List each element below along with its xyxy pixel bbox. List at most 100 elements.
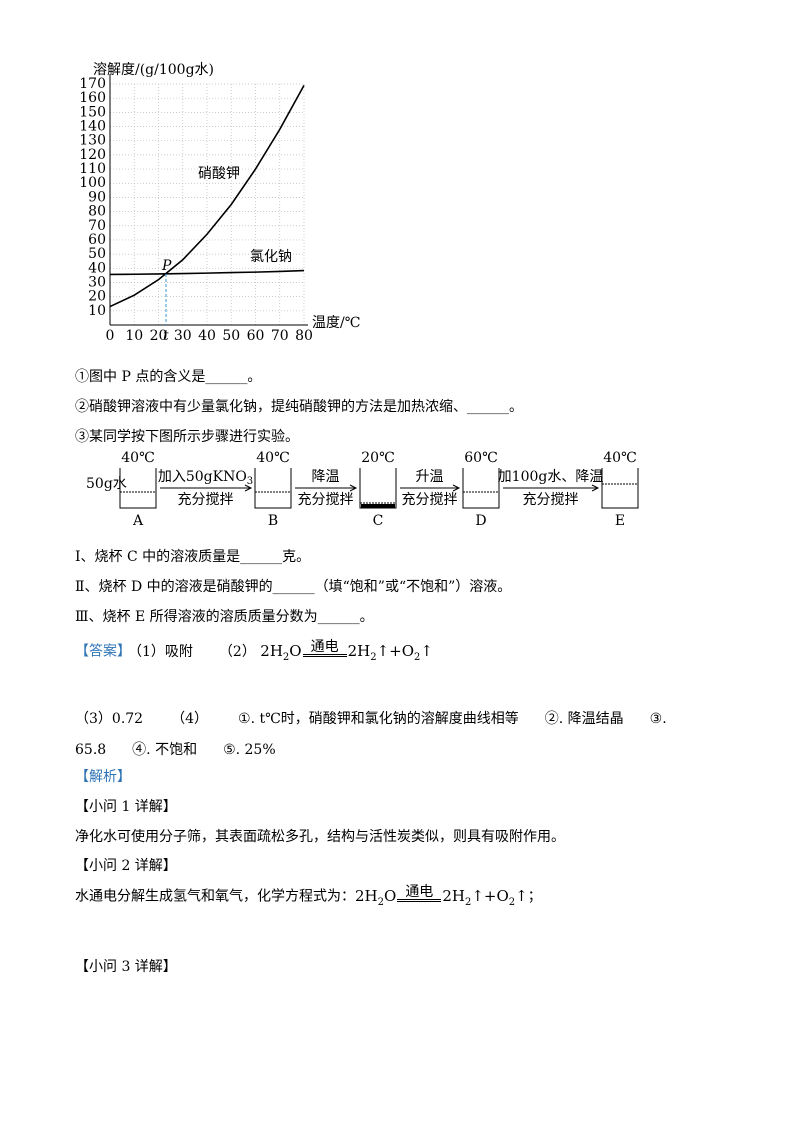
equation: 2H2O 通电 2H2↑+O2↑ bbox=[355, 885, 528, 908]
arrow-head bbox=[591, 484, 600, 492]
x-tick-label: 0 bbox=[106, 328, 115, 344]
equation-part: O bbox=[289, 642, 302, 660]
chart: 1020304050607080901001101201301401501601… bbox=[79, 62, 360, 344]
text: ； bbox=[527, 888, 542, 905]
y-tick-label: 70 bbox=[88, 218, 106, 234]
arrow-label: 升温 bbox=[416, 469, 444, 485]
beaker-label: B bbox=[268, 513, 278, 529]
water-label: 50g水 bbox=[86, 476, 127, 492]
beaker-label: A bbox=[132, 513, 144, 529]
question: ②硝酸钾溶液中有少量氯化钠，提纯硝酸钾的方法是加热浓缩、______。 bbox=[75, 399, 523, 415]
equals-sign bbox=[302, 654, 347, 657]
heading: 【小问 1 详解】 bbox=[75, 799, 177, 815]
arrow-head bbox=[452, 484, 461, 492]
y-tick-label: 30 bbox=[88, 274, 106, 290]
line-series bbox=[109, 85, 305, 308]
equation-part: 2 bbox=[414, 652, 421, 663]
equation-part: O bbox=[384, 887, 397, 905]
y-tick-label: 120 bbox=[79, 147, 106, 163]
y-tick-label: 100 bbox=[79, 175, 106, 191]
sub-question: Ⅲ、烧杯 E 所得溶液的溶质质量分数为______。 bbox=[75, 609, 374, 625]
arrow-label-part: 3 bbox=[247, 476, 253, 487]
answer: （2） bbox=[218, 643, 256, 660]
arrow-label: 降温 bbox=[312, 469, 340, 485]
equation-part: ↑ bbox=[515, 887, 528, 905]
arrow-head bbox=[349, 484, 358, 492]
beaker bbox=[359, 468, 397, 509]
equation-part: ↑+O bbox=[376, 642, 415, 660]
experiment-diagram: 50g水 40℃ A 40℃ B 20℃ C 60℃ D 40℃ E 加入50gKNO3 充分搅拌 降温充… bbox=[86, 450, 639, 529]
arrow-label: 充分搅拌 bbox=[402, 492, 458, 508]
beaker-temp: 20℃ bbox=[361, 450, 394, 466]
answer: （4） bbox=[171, 711, 209, 727]
x-tick-label: 70 bbox=[271, 328, 289, 344]
arrow-label-part: 升温 bbox=[416, 469, 444, 485]
heading: 【小问 3 详解】 bbox=[75, 959, 177, 975]
y-tick-label: 20 bbox=[88, 289, 106, 305]
axis-annotation: t bbox=[163, 328, 169, 344]
beaker-temp: 40℃ bbox=[256, 450, 289, 466]
equation-part: 2 bbox=[464, 897, 472, 908]
answer-item: ②. 降温结晶 bbox=[544, 711, 624, 727]
y-tick-label: 80 bbox=[88, 204, 106, 220]
x-tick-label: 30 bbox=[174, 328, 192, 344]
arrow-label-part: 加入50gKNO bbox=[158, 469, 247, 485]
y-tick-label: 40 bbox=[88, 260, 106, 276]
answer-tag: 【答案】 bbox=[75, 643, 131, 660]
beaker bbox=[119, 468, 157, 509]
equation-part: ↑ bbox=[420, 642, 433, 660]
y-tick-label: 170 bbox=[79, 76, 106, 92]
y-tick-label: 60 bbox=[88, 232, 106, 248]
beaker-label: C bbox=[373, 513, 384, 529]
equation-part: 2H bbox=[260, 642, 283, 660]
beaker-temp: 40℃ bbox=[603, 450, 636, 466]
beaker-temp: 40℃ bbox=[121, 450, 154, 466]
answer-item: ⑤. 25% bbox=[223, 742, 276, 758]
equation-part: 2 bbox=[282, 652, 290, 663]
heading: 【小问 2 详解】 bbox=[75, 858, 177, 874]
y-tick-label: 90 bbox=[88, 189, 106, 205]
y-tick-label: 50 bbox=[88, 246, 106, 262]
condition-text: 通电 bbox=[310, 639, 339, 655]
equation-part: 2 bbox=[377, 897, 384, 908]
x-tick-label: 80 bbox=[295, 328, 313, 344]
curve-label: 氯化钠 bbox=[250, 249, 292, 265]
sub-question: Ⅰ、烧杯 C 中的溶液质量是______克。 bbox=[75, 549, 311, 565]
text-line: 水通电分解生成氢气和氧气，化学方程式为：2H2O 通电 2H2↑+O2↑； bbox=[75, 885, 542, 908]
beaker-temp: 60℃ bbox=[464, 450, 497, 466]
beaker-label: D bbox=[475, 513, 486, 529]
y-tick-label: 150 bbox=[79, 104, 106, 120]
question: ①图中 P 点的含义是______。 bbox=[75, 369, 262, 385]
equation-part: 2H bbox=[442, 887, 465, 905]
x-tick-label: 40 bbox=[198, 328, 216, 344]
y-tick-label: 10 bbox=[88, 303, 106, 319]
y-tick-label: 130 bbox=[79, 133, 106, 149]
x-tick-label: 50 bbox=[222, 328, 240, 344]
y-axis-label: 溶解度/(g/100g水) bbox=[93, 62, 214, 78]
arrow-label: 加入50gKNO3 bbox=[158, 469, 253, 487]
arrow-label: 加100g水、降温 bbox=[498, 469, 604, 485]
sub-question: Ⅱ、烧杯 D 中的溶液是硝酸钾的______（填“饱和”或“不饱和”）溶液。 bbox=[75, 579, 512, 595]
beaker bbox=[462, 468, 500, 509]
x-tick-label: 20 bbox=[150, 328, 168, 344]
x-tick-label: 10 bbox=[125, 328, 143, 344]
condition-text: 通电 bbox=[405, 884, 434, 900]
arrow-head bbox=[244, 484, 253, 492]
y-tick-label: 110 bbox=[79, 161, 106, 177]
y-tick-label: 160 bbox=[79, 90, 106, 106]
arrow-label-part: 加100g水、降温 bbox=[498, 469, 604, 485]
beaker bbox=[254, 468, 292, 509]
question: ③某同学按下图所示步骤进行实验。 bbox=[75, 429, 299, 445]
equation-part: 2H bbox=[347, 642, 371, 660]
line-series bbox=[109, 269, 305, 276]
analysis-tag: 【解析】 bbox=[75, 769, 131, 785]
equation-part: 2 bbox=[370, 652, 377, 663]
curve-label: 硝酸钾 bbox=[198, 166, 240, 182]
y-tick-label: 140 bbox=[79, 119, 106, 135]
answer-item: ①. t℃时，硝酸钾和氯化钠的溶解度曲线相等 bbox=[238, 711, 519, 727]
arrow-label: 充分搅拌 bbox=[298, 492, 354, 508]
text: 净化水可使用分子筛，其表面疏松多孔，结构与活性炭类似，则具有吸附作用。 bbox=[75, 829, 565, 845]
x-axis-label: 温度/℃ bbox=[312, 315, 360, 331]
arrow-label-part: 降温 bbox=[312, 469, 340, 485]
